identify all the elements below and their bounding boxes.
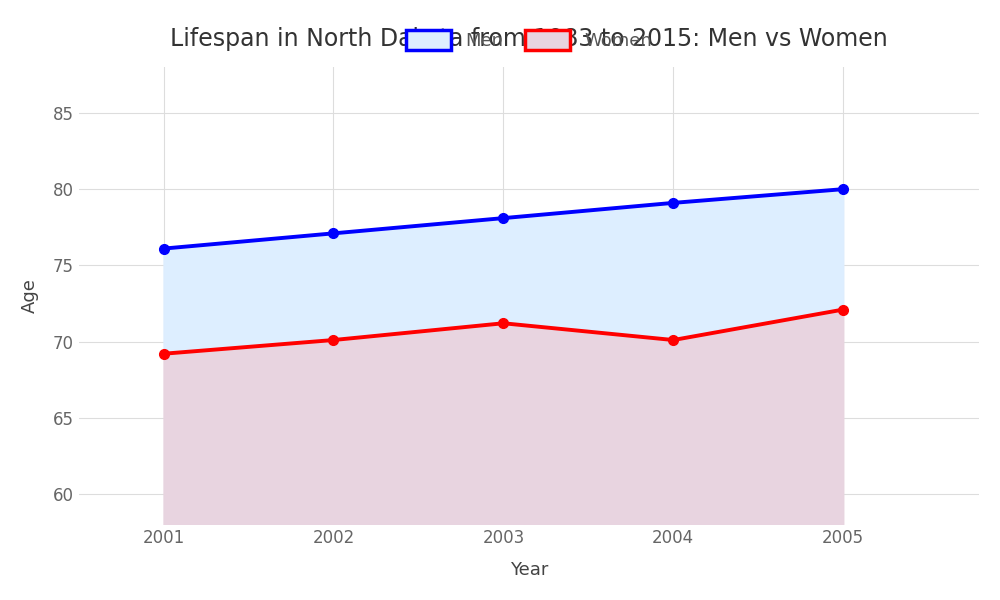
- Title: Lifespan in North Dakota from 1983 to 2015: Men vs Women: Lifespan in North Dakota from 1983 to 20…: [170, 28, 888, 52]
- X-axis label: Year: Year: [510, 561, 548, 579]
- Y-axis label: Age: Age: [21, 278, 39, 313]
- Legend: Men, Women: Men, Women: [397, 22, 661, 59]
